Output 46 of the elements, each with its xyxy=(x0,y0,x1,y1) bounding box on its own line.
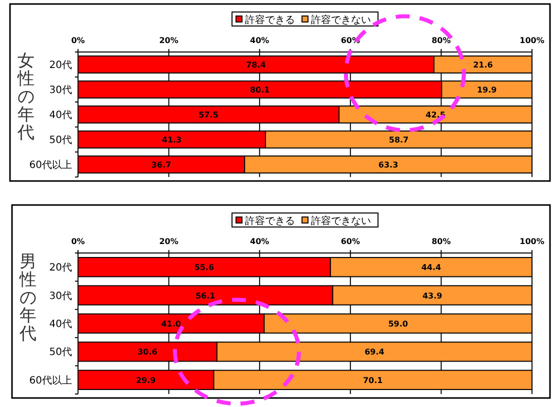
y-tick-label: 40代 xyxy=(49,319,72,330)
x-tick-label: 60% xyxy=(340,237,360,246)
x-tick-label: 20% xyxy=(159,36,178,45)
data-label: 41.0 xyxy=(161,320,182,328)
y-tick-label: 30代 xyxy=(49,290,72,302)
data-label: 57.5 xyxy=(198,110,219,120)
data-label: 21.6 xyxy=(473,60,494,70)
data-label: 43.9 xyxy=(422,291,443,300)
y-axis-title: 女性の年代 xyxy=(16,51,34,143)
data-label: 80.1 xyxy=(250,86,270,94)
legend-label: 許容できる xyxy=(245,14,295,26)
y-tick-label: 20代 xyxy=(49,262,72,274)
x-tick-label: 40% xyxy=(250,36,270,45)
data-label: 41.3 xyxy=(162,136,182,144)
y-tick-label: 50代 xyxy=(49,135,72,146)
data-label: 69.4 xyxy=(364,348,385,357)
data-label: 56.1 xyxy=(195,291,216,300)
legend-label: 許容できる xyxy=(245,215,295,227)
y-axis-title: 男性の年代 xyxy=(18,252,36,344)
y-tick-label: 60代以上 xyxy=(29,159,72,171)
data-label: 70.1 xyxy=(363,376,384,385)
data-label: 58.7 xyxy=(388,136,409,144)
data-label: 30.6 xyxy=(138,348,158,357)
x-tick-label: 0% xyxy=(71,237,85,246)
x-tick-label: 80% xyxy=(432,36,451,45)
data-label: 63.3 xyxy=(378,160,398,170)
x-tick-label: 40% xyxy=(250,237,270,246)
y-tick-label: 40代 xyxy=(49,110,72,121)
data-label: 78.4 xyxy=(246,60,266,70)
y-tick-label: 20代 xyxy=(49,60,72,71)
y-tick-label: 50代 xyxy=(49,347,72,358)
x-tick-label: 100% xyxy=(520,36,544,45)
legend-label: 許容できない xyxy=(311,215,371,227)
x-tick-label: 0% xyxy=(71,36,85,45)
data-label: 19.9 xyxy=(476,86,498,94)
data-label: 59.0 xyxy=(388,320,408,328)
x-tick-label: 80% xyxy=(432,237,451,246)
x-tick-label: 20% xyxy=(159,237,178,246)
y-tick-label: 60代以上 xyxy=(29,374,72,386)
y-tick-label: 30代 xyxy=(49,85,72,96)
x-tick-label: 100% xyxy=(520,237,544,246)
legend-label: 許容できない xyxy=(311,14,371,26)
data-label: 29.9 xyxy=(136,376,156,385)
data-label: 44.4 xyxy=(421,263,442,272)
data-label: 55.6 xyxy=(194,263,215,272)
data-label: 36.7 xyxy=(151,160,172,170)
